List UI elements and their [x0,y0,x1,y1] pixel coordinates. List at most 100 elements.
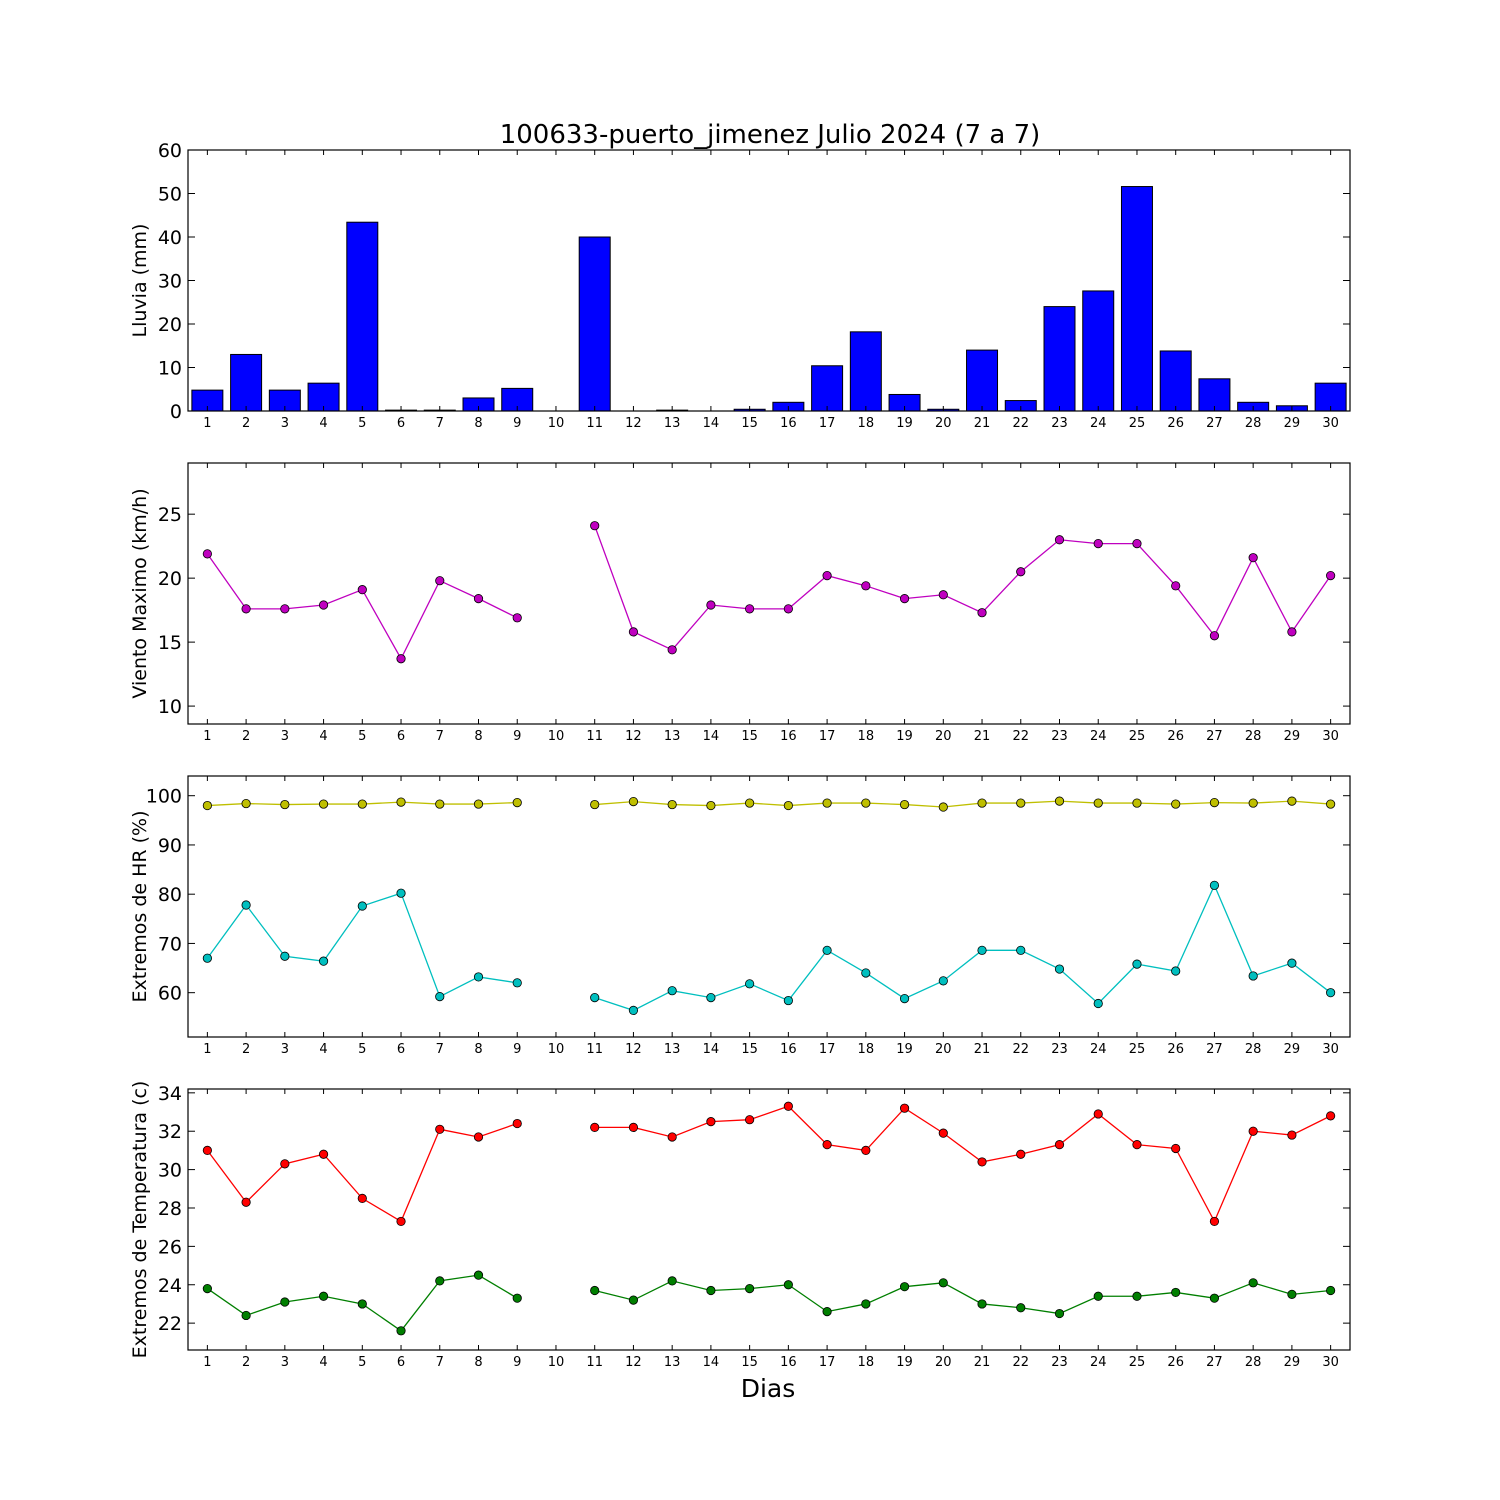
rain-x-tick-label: 19 [896,416,913,431]
wind-x-tick-label: 25 [1129,729,1146,744]
wind-y-tick-label: 10 [158,696,182,718]
temperature-x-tick-label: 11 [586,1355,603,1370]
rain-x-tick-label: 13 [664,416,681,431]
rain-y-tick-label: 50 [158,184,182,206]
rain-x-tick-label: 5 [358,416,366,431]
humidity-point [396,797,406,807]
temperature-point [473,1270,484,1280]
humidity-point [1093,798,1103,808]
humidity-point [745,798,755,808]
temperature-x-tick-label: 18 [858,1355,875,1370]
temperature-series-1 [202,1101,1336,1227]
wind-point [1132,538,1142,549]
humidity-x-tick-label: 1 [203,1042,211,1057]
rain-bar [966,349,999,412]
wind-y-tick-label: 15 [158,632,182,654]
humidity-x-tick-label: 27 [1206,1042,1223,1057]
temperature-x-tick-label: 29 [1284,1355,1301,1370]
rain-y-tick-label: 40 [158,227,182,249]
temperature-line [594,1105,1331,1223]
rain-x-tick-label: 8 [474,416,482,431]
temperature-point [512,1118,522,1129]
temperature-point [1326,1111,1336,1121]
temperature-point [628,1122,639,1132]
humidity-point [357,901,367,911]
humidity-point [473,972,484,982]
temperature-point [822,1307,832,1317]
wind-y-tick-label: 20 [158,568,182,590]
temperature-point [706,1117,716,1127]
humidity-y-axis-label: Extremos de HR (%) [129,810,151,1002]
temperature-point [435,1124,445,1134]
temperature-x-tick-label: 4 [319,1355,327,1370]
wind-y-tick-label: 25 [158,504,182,526]
wind-point [977,608,987,618]
wind-x-tick-label: 2 [242,729,250,744]
humidity-point [357,799,367,809]
temperature-point [938,1128,948,1138]
humidity-point [783,800,793,811]
temperature-point [1287,1289,1297,1299]
rain-bar [346,221,379,412]
wind-point [938,590,948,600]
humidity-point [1326,988,1336,998]
wind-point [202,549,212,559]
rain-x-tick-label: 7 [436,416,444,431]
temperature-x-tick-label: 10 [548,1355,565,1370]
wind-point [318,600,329,610]
humidity-point [667,986,677,996]
humidity-point [938,802,948,812]
rain-x-tick-label: 3 [281,416,289,431]
humidity-x-tick-label: 14 [703,1042,720,1057]
wind-x-tick-label: 12 [625,729,642,744]
rain-x-tick-label: 15 [741,416,758,431]
humidity-point [861,968,871,978]
wind-point [745,604,755,614]
humidity-axes-frame [187,775,1351,1038]
temperature-x-tick-label: 15 [741,1355,758,1370]
wind-x-tick-label: 9 [513,729,521,744]
temperature-x-tick-label: 2 [242,1355,250,1370]
temperature-point [861,1145,871,1156]
wind-x-tick-label: 27 [1206,729,1223,744]
rain-x-tick-label: 6 [397,416,405,431]
humidity-x-tick-label: 5 [358,1042,366,1057]
humidity-point [1132,959,1142,969]
rain-x-tick-label: 26 [1167,416,1184,431]
wind-x-tick-label: 14 [703,729,720,744]
rain-x-tick-label: 21 [974,416,991,431]
rain-y-tick-label: 10 [158,358,182,380]
wind-x-tick-label: 17 [819,729,836,744]
temperature-x-tick-label: 9 [513,1355,521,1370]
temperature-point [1132,1140,1142,1150]
humidity-point [590,992,600,1003]
wind-point [628,627,639,637]
humidity-point [396,888,406,898]
temperature-x-tick-label: 28 [1245,1355,1262,1370]
temperature-point [822,1140,832,1150]
wind-point [241,604,251,614]
temperature-x-tick-label: 3 [281,1355,289,1370]
humidity-point [1248,971,1258,981]
humidity-point [1209,880,1220,890]
temperature-point [899,1103,910,1113]
wind-x-tick-label: 18 [858,729,875,744]
wind-axes-frame [187,462,1351,725]
temperature-x-tick-label: 5 [358,1355,366,1370]
humidity-y-tick-label: 100 [146,786,182,808]
temperature-point [667,1132,677,1142]
humidity-x-tick-label: 28 [1245,1042,1262,1057]
humidity-point [1209,797,1220,808]
humidity-x-tick-label: 23 [1051,1042,1068,1057]
temperature-point [1209,1216,1220,1227]
temperature-point [783,1101,793,1111]
temperature-x-tick-label: 17 [819,1355,836,1370]
temperature-point [318,1291,329,1301]
temperature-point [899,1282,910,1292]
humidity-point [899,799,910,810]
humidity-x-tick-label: 20 [935,1042,952,1057]
temperature-line [594,1280,1331,1315]
humidity-point [1248,798,1258,808]
temperature-point [1093,1109,1103,1119]
